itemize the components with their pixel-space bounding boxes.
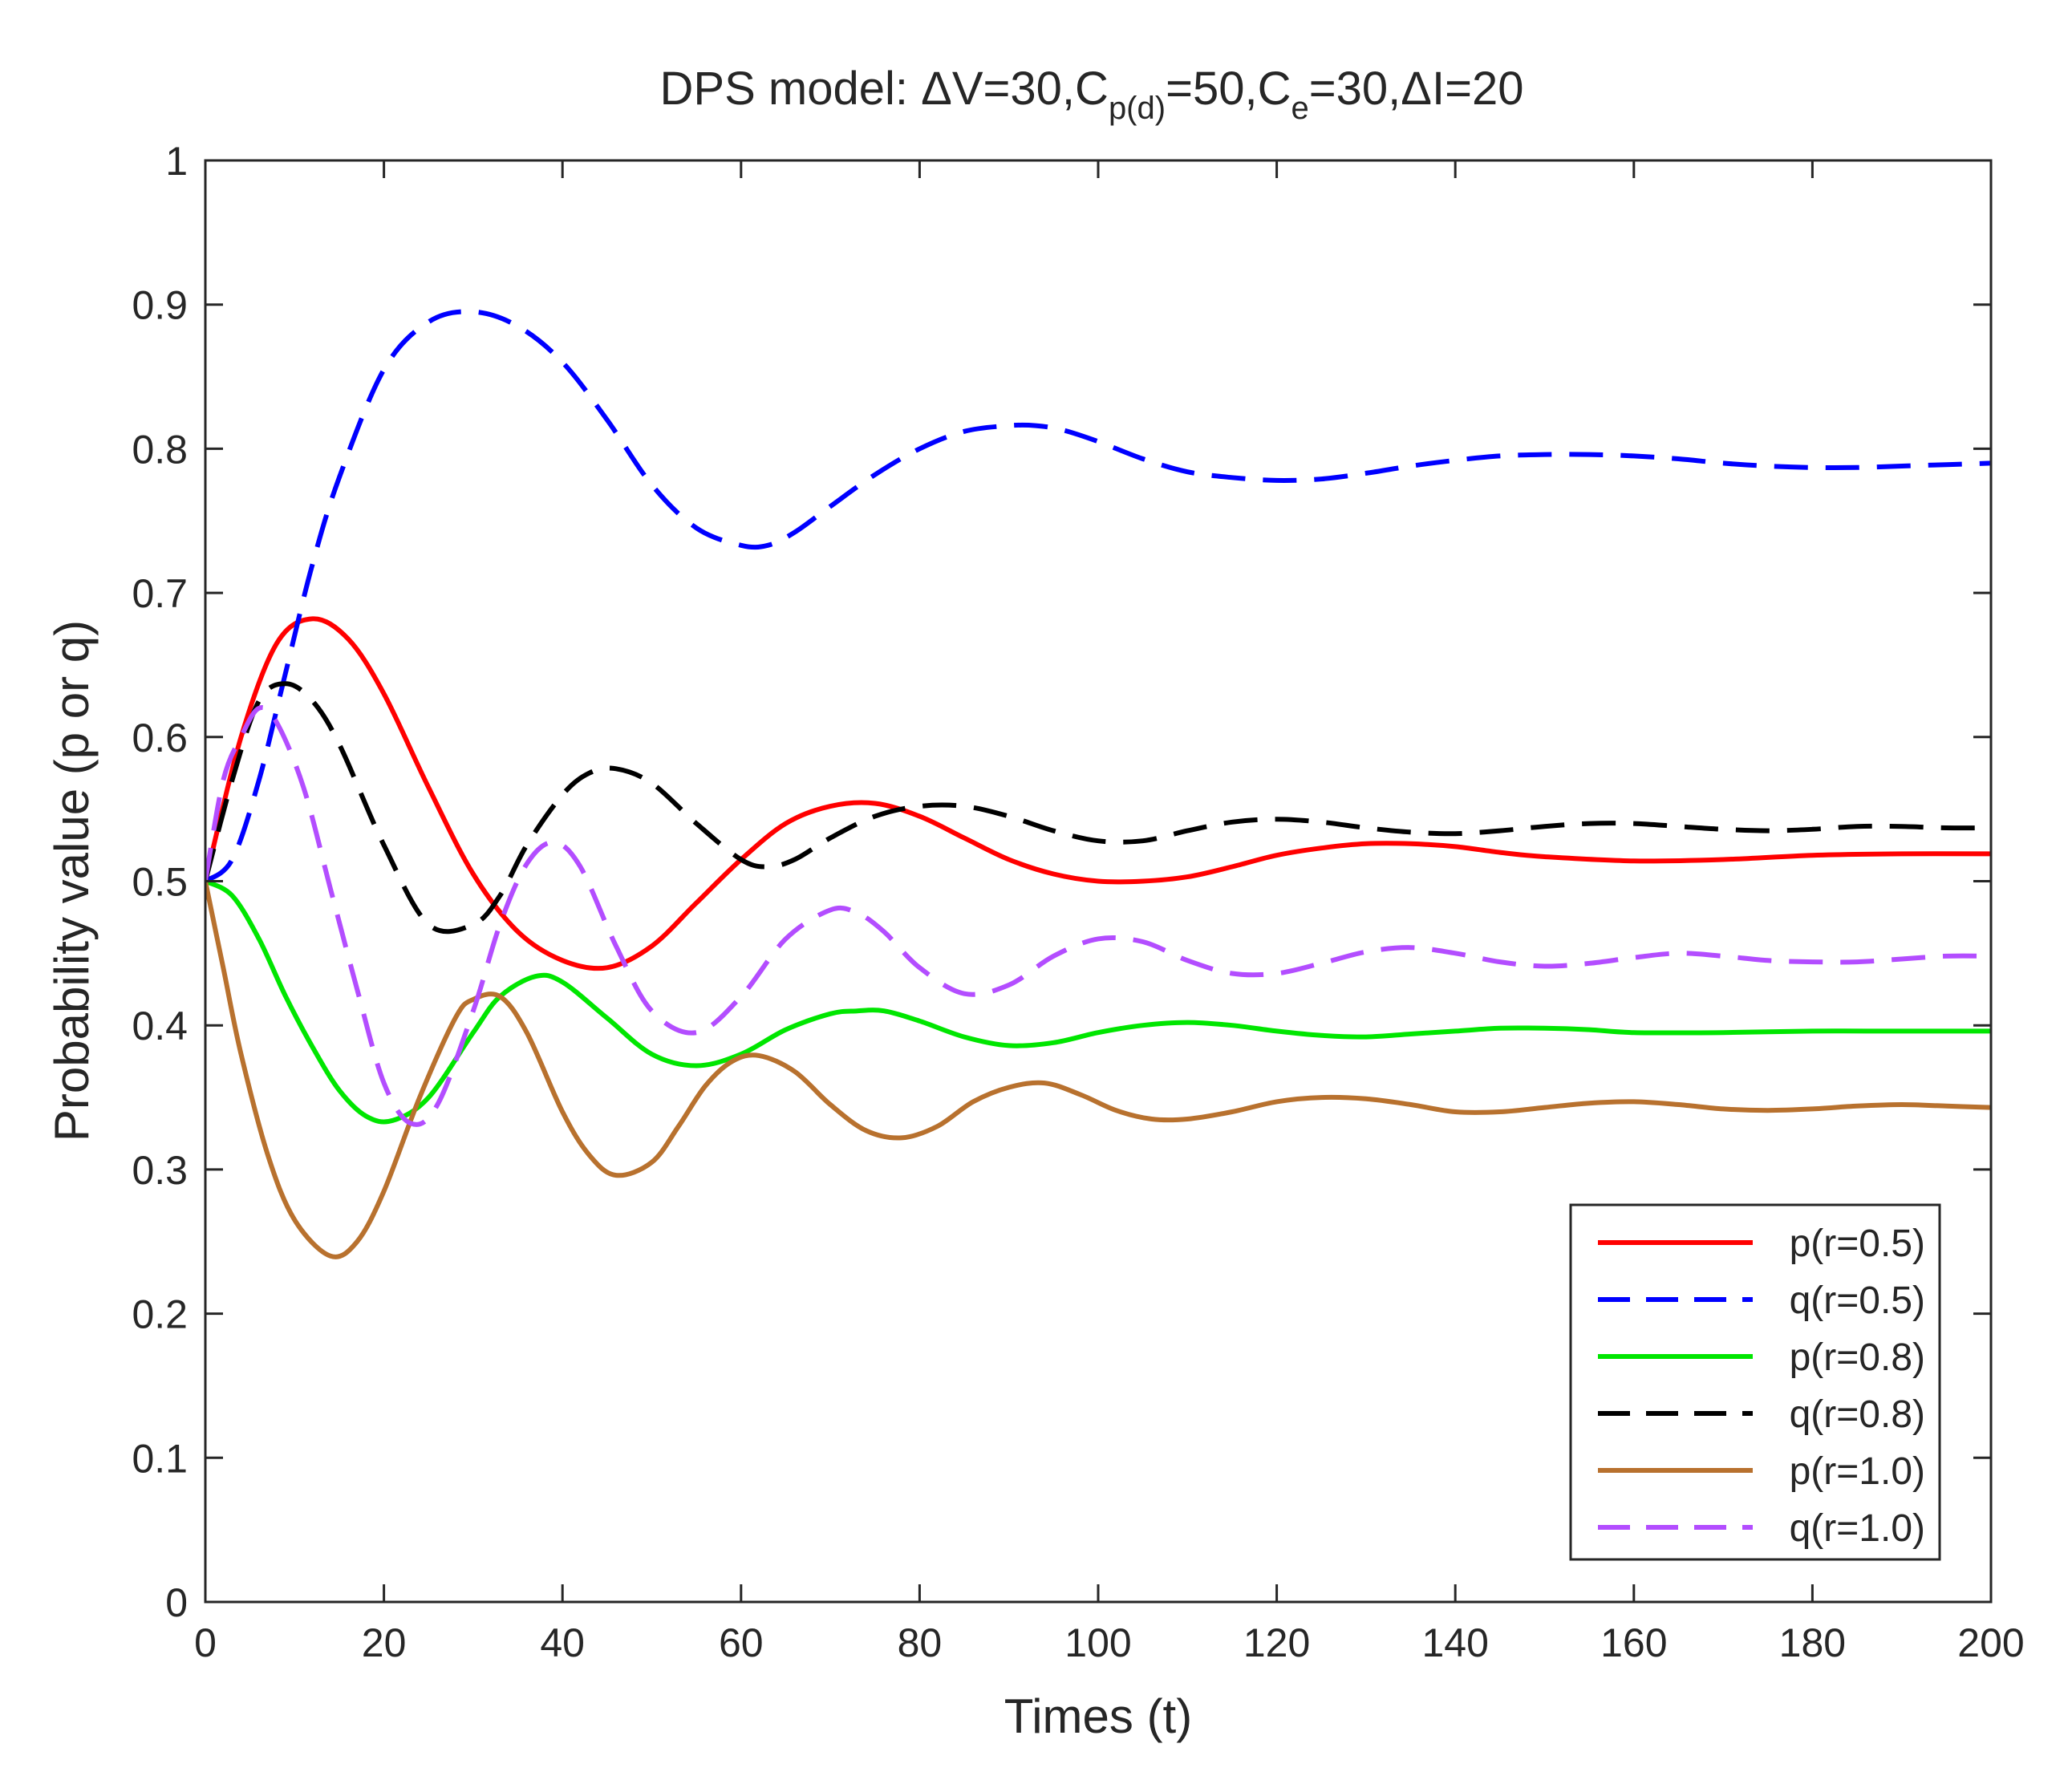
y-tick-label: 0.7 (132, 571, 188, 616)
legend: p(r=0.5) q(r=0.5) p(r=0.8) q(r=0.8) p(r=1.0)… (1569, 1203, 1941, 1561)
y-tick-label: 0.8 (132, 427, 188, 472)
legend-label: q(r=0.8) (1790, 1393, 1925, 1436)
ticks-layer: 0 20 40 60 80 100 120 140 160 180 200 0 0.1 0.2 0.3 0.4… (132, 139, 2024, 1665)
series-line-q-r-0-8 (205, 681, 1991, 935)
y-axis-label: Probability value (p or q) (45, 620, 99, 1141)
y-tick-label: 0.5 (132, 860, 188, 905)
series-layer (205, 309, 1991, 1259)
legend-items: p(r=0.5) q(r=0.5) p(r=0.8) q(r=0.8) p(r=1.0)… (1598, 1223, 1925, 1550)
series-line-q-r-0-5 (205, 309, 1991, 884)
y-tick-label: 0.2 (132, 1292, 188, 1337)
series-line-p-r-1-0 (205, 880, 1991, 1259)
legend-label: p(r=0.5) (1790, 1223, 1925, 1265)
legend-label: q(r=0.5) (1790, 1279, 1925, 1322)
y-tick-label: 0.4 (132, 1004, 188, 1048)
y-tick-label: 0.1 (132, 1436, 188, 1481)
x-tick-label: 60 (719, 1620, 764, 1665)
x-tick-label: 200 (1957, 1620, 2024, 1665)
x-tick-label: 140 (1421, 1620, 1488, 1665)
series-line-q-r-1-0 (205, 705, 1991, 1127)
x-tick-label: 120 (1243, 1620, 1310, 1665)
x-tick-label: 80 (898, 1620, 943, 1665)
y-tick-label: 0.9 (132, 283, 188, 328)
legend-label: p(r=0.8) (1790, 1336, 1925, 1379)
x-tick-label: 100 (1064, 1620, 1131, 1665)
x-tick-label: 40 (540, 1620, 585, 1665)
y-tick-label: 0.3 (132, 1148, 188, 1193)
x-tick-label: 20 (362, 1620, 407, 1665)
y-tick-label: 0.6 (132, 716, 188, 760)
series-line-p-r-0-5 (205, 616, 1991, 971)
chart-title: DPS model: ΔV=30,Cp(d)=50,Ce=30,ΔI=20 (660, 63, 1524, 126)
legend-label: p(r=1.0) (1790, 1450, 1925, 1493)
y-tick-label: 0 (165, 1580, 188, 1625)
x-tick-label: 180 (1779, 1620, 1846, 1665)
x-tick-label: 0 (194, 1620, 217, 1665)
y-tick-label: 1 (165, 139, 188, 184)
legend-label: q(r=1.0) (1790, 1507, 1925, 1550)
legend-box (1569, 1203, 1941, 1561)
x-axis-label: Times (t) (1004, 1689, 1192, 1743)
x-tick-label: 160 (1600, 1620, 1667, 1665)
series-line-p-r-0-8 (205, 878, 1991, 1125)
